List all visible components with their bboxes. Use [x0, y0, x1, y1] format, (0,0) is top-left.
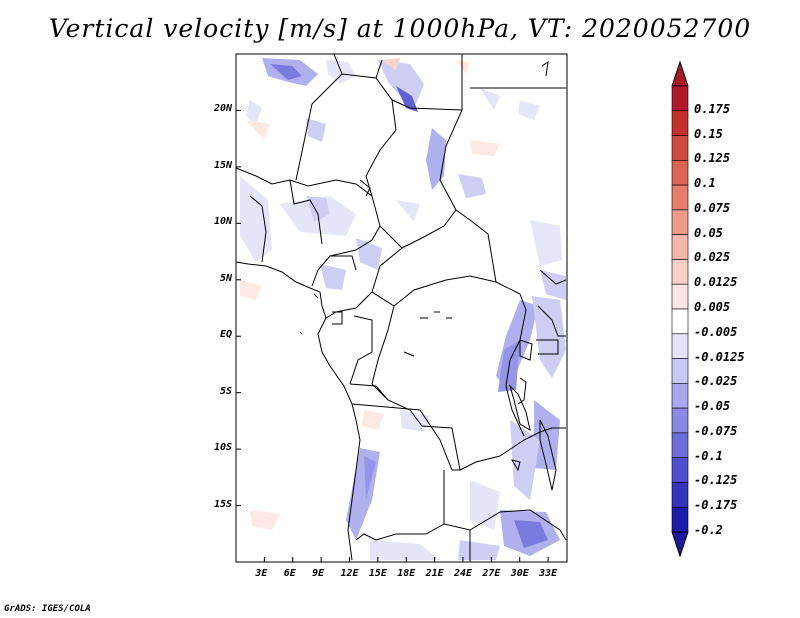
colorbar	[671, 60, 689, 558]
chart-title: Vertical velocity [m/s] at 1000hPa, VT: …	[48, 14, 752, 43]
longitude-ticks	[263, 557, 549, 562]
colorbar-label: 0.175	[694, 101, 731, 116]
lat-label: 20N	[213, 103, 232, 115]
lon-label: 30E	[510, 568, 529, 579]
lon-label: 12E	[340, 568, 359, 579]
colorbar-swatch	[671, 259, 689, 285]
colorbar-label: -0.025	[694, 374, 738, 389]
colorbar-label: -0.0125	[694, 349, 745, 364]
colorbar-label: -0.1	[694, 448, 723, 463]
latitude-ticks	[236, 109, 241, 507]
lon-label: 24E	[453, 568, 473, 579]
colorbar-swatch	[671, 432, 689, 458]
colorbar-swatch	[671, 135, 689, 161]
colorbar-swatch	[671, 110, 689, 136]
country-borders	[235, 53, 567, 562]
colorbar-swatch	[671, 333, 689, 359]
colorbar-swatch	[671, 283, 689, 310]
colorbar-label: 0.125	[694, 151, 731, 166]
colorbar-swatch	[671, 358, 689, 384]
colorbar-swatch	[671, 209, 689, 235]
colorbar-label: -0.125	[694, 473, 738, 488]
colorbar-label: 0.025	[694, 250, 731, 265]
colorbar-label: 0.005	[694, 300, 731, 314]
colorbar-label: -0.075	[694, 423, 738, 438]
colorbar-label: -0.2	[694, 523, 723, 537]
colorbar-swatch	[671, 457, 689, 483]
colorbar-swatch	[671, 506, 689, 533]
colorbar-label: 0.15	[694, 126, 723, 141]
credit-text: GrADS: IGES/COLA	[4, 604, 91, 614]
colorbar-swatch	[671, 482, 689, 508]
lon-label: 27E	[482, 568, 501, 579]
colorbar-label: 0.1	[694, 176, 716, 191]
map-panel	[235, 53, 568, 563]
lon-label: 3E	[255, 568, 268, 579]
lon-label: 6E	[283, 568, 296, 579]
colorbar-swatch	[671, 184, 689, 211]
lon-label: 15E	[368, 568, 387, 579]
colorbar-label: -0.05	[694, 399, 731, 414]
lat-label: 15S	[213, 498, 232, 510]
lat-label: 5N	[219, 272, 232, 284]
lat-label: 5S	[219, 385, 232, 397]
lat-label: 10N	[213, 216, 232, 228]
colorbar-swatch	[671, 308, 689, 335]
lon-label: 33E	[539, 568, 558, 579]
colorbar-swatch	[671, 234, 689, 260]
colorbar-swatch	[671, 85, 689, 112]
map-background	[236, 54, 567, 562]
colorbar-swatch	[671, 383, 689, 409]
colorbar-label: 0.075	[694, 200, 731, 215]
lon-label: 18E	[397, 568, 416, 579]
colorbar-swatch	[671, 407, 689, 434]
colorbar-bottom-arrow	[671, 531, 689, 558]
colorbar-label: 0.05	[694, 225, 723, 240]
lat-label: 10S	[213, 442, 232, 454]
colorbar-top-arrow	[671, 60, 689, 87]
colorbar-swatch	[671, 160, 689, 186]
lon-label: 21E	[425, 568, 444, 579]
lat-label: 15N	[213, 159, 232, 171]
colorbar-label: -0.005	[694, 324, 738, 339]
lon-label: 9E	[312, 568, 325, 579]
colorbar-label: -0.175	[694, 498, 738, 513]
colorbar-label: 0.0125	[694, 275, 738, 290]
map-frame	[235, 53, 568, 563]
lat-label: EQ	[219, 329, 232, 341]
